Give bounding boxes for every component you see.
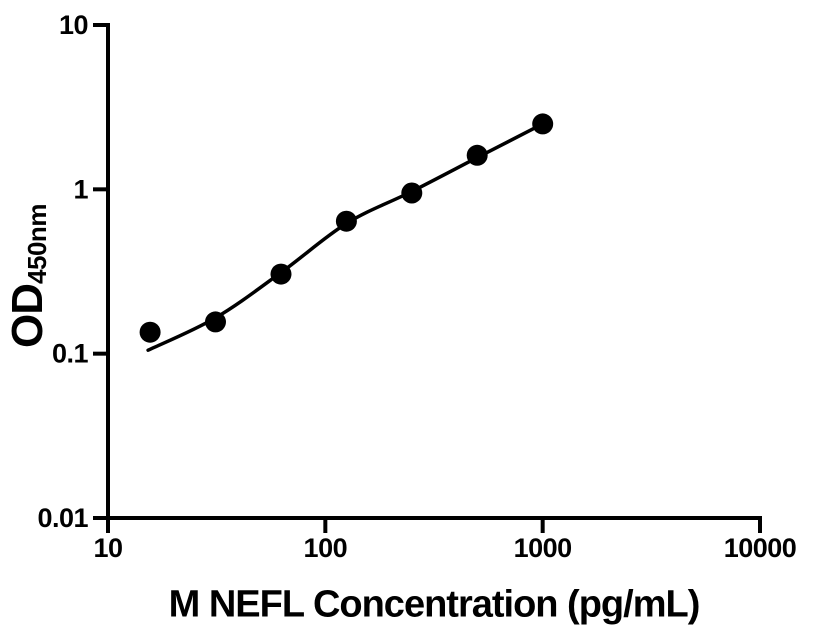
y-axis-title-subscript: 450nm [21, 204, 52, 284]
x-tick-label: 10000 [724, 533, 797, 563]
fit-curve-path [146, 122, 545, 352]
data-point [139, 321, 161, 343]
y-tick-label: 0.01 [37, 503, 88, 533]
y-tick-label: 1 [73, 174, 88, 204]
x-tick-label: 1000 [514, 533, 572, 563]
x-tick-label: 10 [93, 533, 122, 563]
y-tick-label: 10 [59, 10, 88, 40]
x-tick-label: 100 [304, 533, 348, 563]
y-axis-title-main: OD [3, 283, 52, 348]
x-axis-title: M NEFL Concentration (pg/mL) [168, 583, 701, 626]
y-axis-title: OD450nm [3, 204, 53, 348]
y-tick-label: 0.1 [52, 339, 89, 369]
